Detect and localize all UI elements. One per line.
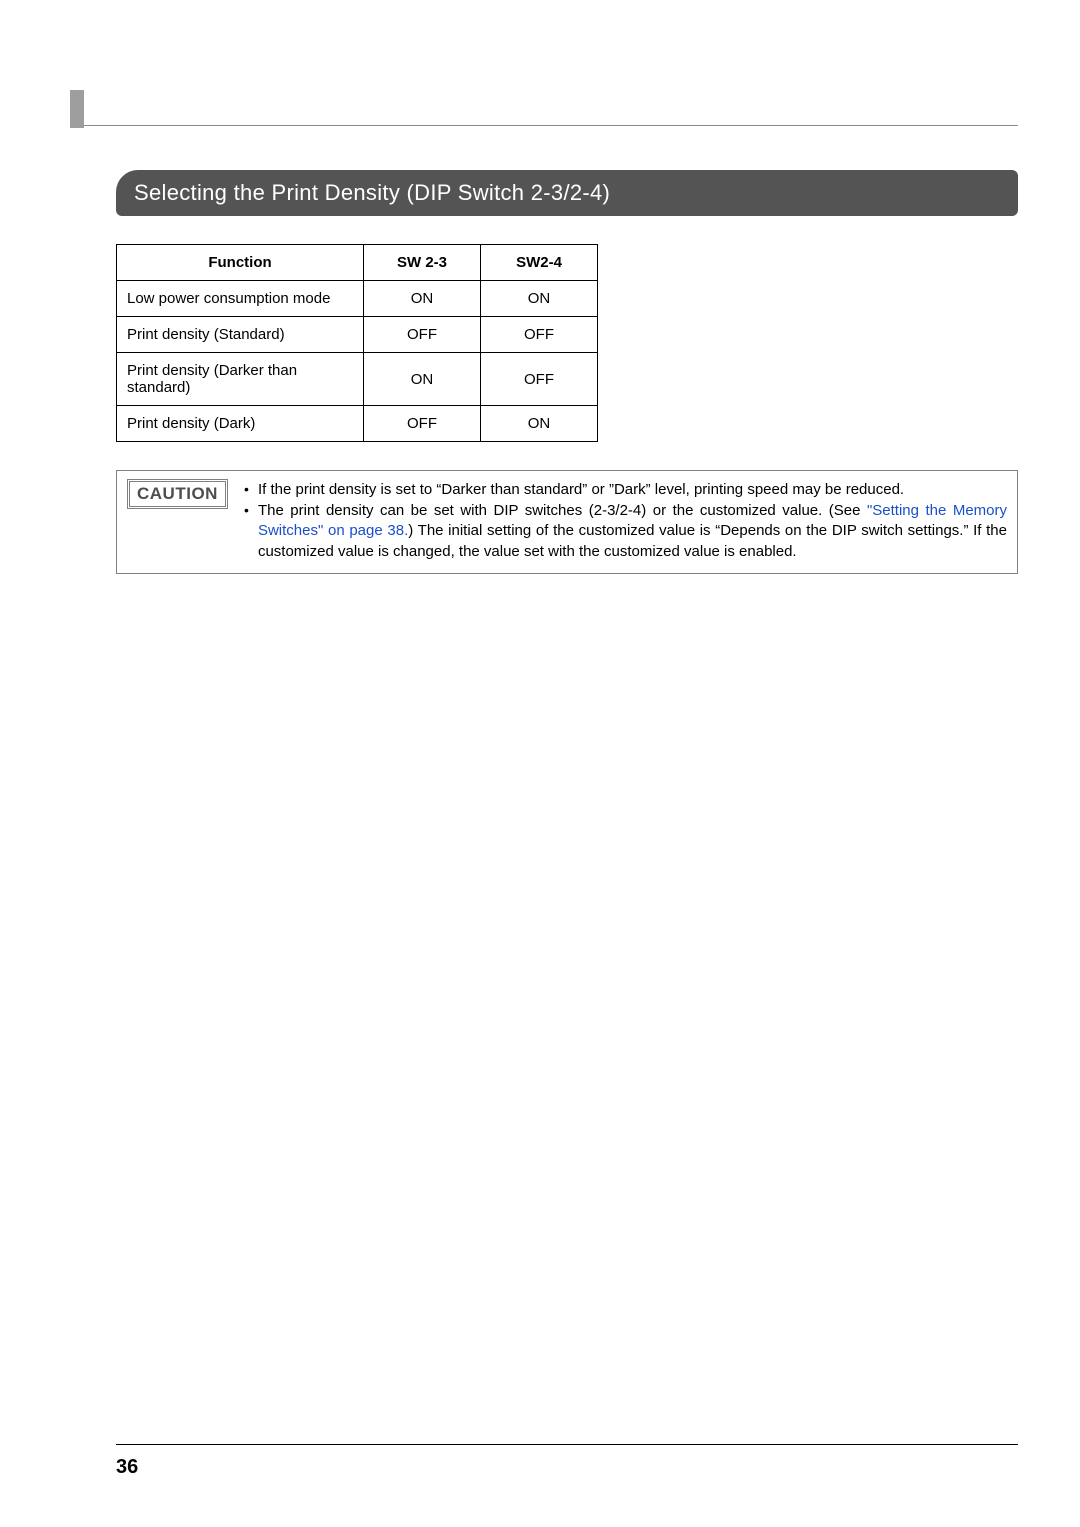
table-cell-sw24: ON bbox=[481, 281, 598, 317]
table-header-row: Function SW 2-3 SW2-4 bbox=[117, 245, 598, 281]
footer-rule bbox=[116, 1444, 1018, 1445]
table-cell-function: Print density (Standard) bbox=[117, 317, 364, 353]
table-row: Print density (Dark) OFF ON bbox=[117, 406, 598, 442]
table-cell-function: Low power consumption mode bbox=[117, 281, 364, 317]
caution-item: The print density can be set with DIP sw… bbox=[242, 501, 1007, 563]
header-rule bbox=[84, 125, 1018, 126]
table-cell-function: Print density (Darker than standard) bbox=[117, 353, 364, 406]
table-header-sw24: SW2-4 bbox=[481, 245, 598, 281]
table-cell-sw24: OFF bbox=[481, 317, 598, 353]
section-heading: Selecting the Print Density (DIP Switch … bbox=[116, 170, 1018, 216]
table-row: Print density (Standard) OFF OFF bbox=[117, 317, 598, 353]
page-number: 36 bbox=[116, 1456, 138, 1479]
caution-item: If the print density is set to “Darker t… bbox=[242, 480, 1007, 501]
table-header-function: Function bbox=[117, 245, 364, 281]
page-tab-marker bbox=[70, 90, 84, 128]
table-cell-sw24: ON bbox=[481, 406, 598, 442]
table-cell-sw23: OFF bbox=[364, 317, 481, 353]
table-cell-sw23: OFF bbox=[364, 406, 481, 442]
table-row: Low power consumption mode ON ON bbox=[117, 281, 598, 317]
table-header-sw23: SW 2-3 bbox=[364, 245, 481, 281]
table-cell-sw23: ON bbox=[364, 353, 481, 406]
caution-box: CAUTION If the print density is set to “… bbox=[116, 470, 1018, 574]
dip-switch-table: Function SW 2-3 SW2-4 Low power consumpt… bbox=[116, 244, 598, 442]
table-row: Print density (Darker than standard) ON … bbox=[117, 353, 598, 406]
caution-badge: CAUTION bbox=[127, 479, 228, 509]
caution-item-prefix: The print density can be set with DIP sw… bbox=[258, 502, 867, 519]
caution-list: If the print density is set to “Darker t… bbox=[242, 479, 1007, 563]
table-cell-sw23: ON bbox=[364, 281, 481, 317]
page-content: Selecting the Print Density (DIP Switch … bbox=[116, 170, 1018, 574]
table-cell-sw24: OFF bbox=[481, 353, 598, 406]
table-cell-function: Print density (Dark) bbox=[117, 406, 364, 442]
